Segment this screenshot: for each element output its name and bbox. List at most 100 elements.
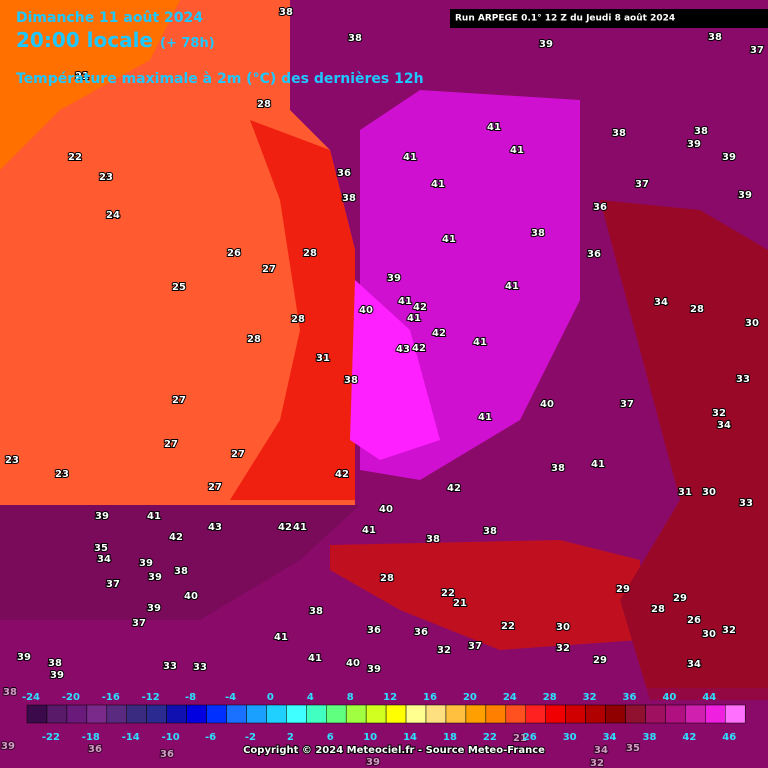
temperature-label: 36 [367,625,381,636]
legend-top-label: 4 [307,692,314,703]
temperature-label: 42 [335,469,349,480]
temperature-label: 39 [95,511,109,522]
temperature-label: 30 [702,487,716,498]
temperature-label: 23 [55,469,69,480]
temperature-label: 28 [303,248,317,259]
temperature-label: 41 [403,152,417,163]
legend-top-label: 8 [347,692,354,703]
temperature-label: 38 [483,526,497,537]
legend-top-label: 40 [662,692,676,703]
run: Run ARPEGE 0.1° 12 Z du Jeudi 8 août 202… [455,14,675,24]
temperature-label: 33 [193,662,207,673]
temperature-label: 35 [94,543,108,554]
legend-bottom-label: 38 [642,732,656,743]
legend-top-label: 28 [543,692,557,703]
temperature-label: 36 [337,168,351,179]
legend-top-label: 24 [503,692,517,703]
temperature-label: 31 [316,353,330,364]
temperature-label: 30 [556,622,570,633]
temperature-label: 34 [97,554,111,565]
temperature-label: 25 [172,282,186,293]
legend-swatch [625,704,646,724]
temperature-label: 32 [590,758,604,768]
temperature-label: 38 [344,375,358,386]
temperature-label: 32 [722,625,736,636]
legend-swatch [326,704,347,724]
temperature-label: 42 [412,343,426,354]
legend-top-label: 36 [623,692,637,703]
legend-top-label: -8 [185,692,196,703]
legend-swatch [445,704,467,724]
temperature-label: 27 [262,264,276,275]
temperature-label: 42 [169,532,183,543]
legend-bottom-label: 2 [287,732,294,743]
temperature-label: 42 [447,483,461,494]
temperature-label: 39 [147,603,161,614]
temperature-label: 38 [3,687,17,698]
legend-swatch [385,704,407,724]
temperature-label: 29 [616,584,630,595]
temperature-label: 41 [431,179,445,190]
temperature-label: 41 [478,412,492,423]
east-region [600,200,768,700]
temperature-label: 43 [208,522,222,533]
temperature-label: 36 [593,202,607,213]
temperature-label: 38 [551,463,565,474]
legend-swatch [266,704,287,724]
temperature-label: 28 [380,573,394,584]
temperature-label: 23 [5,455,19,466]
legend-swatch [306,704,327,724]
legend-swatch [246,704,267,724]
legend-swatch [166,704,187,724]
temperature-label: 32 [437,645,451,656]
legend-bottom-label: 46 [722,732,736,743]
temperature-label: 38 [531,228,545,239]
temperature-label: 39 [738,190,752,201]
temperature-label: 34 [687,659,701,670]
temperature-label: 28 [257,99,271,110]
legend-top-label: 20 [463,692,477,703]
temperature-label: 38 [348,33,362,44]
legend-swatch [345,704,367,724]
temperature-label: 33 [736,374,750,385]
temperature-label: 21 [453,598,467,609]
temperature-label: 38 [309,606,323,617]
legend-top-label: 16 [423,692,437,703]
red-region [230,120,355,500]
legend-swatch [106,704,128,724]
temperature-label: 26 [687,615,701,626]
temperature-label: 27 [231,449,245,460]
temperature-label: 30 [745,318,759,329]
temperature-label: 40 [359,305,373,316]
temperature-label: 36 [160,749,174,760]
legend-swatch [645,704,666,724]
legend-bottom-label: 26 [523,732,537,743]
orange-region [0,0,180,170]
legend-swatch [66,704,88,724]
temperature-label: 37 [468,641,482,652]
temperature-label: 40 [346,658,360,669]
temperature-label: 22 [441,588,455,599]
legend-swatch [525,704,546,724]
legend-top-label: -24 [22,692,40,703]
temperature-label: 38 [426,534,440,545]
temperature-label: 21 [513,733,527,744]
legend-swatch [425,704,447,724]
legend-swatch [146,704,167,724]
legend-swatch [86,704,108,724]
temperature-label: 38 [694,126,708,137]
temperature-label: 32 [556,643,570,654]
legend-bottom-label: 6 [327,732,334,743]
temperature-label: 33 [163,661,177,672]
temperature-label: 39 [367,664,381,675]
legend-swatch [605,704,626,724]
parameter: Température maximale à 2m (°C) des derni… [16,71,424,87]
temperature-label: 39 [387,273,401,284]
temperature-label: 38 [708,32,722,43]
temperature-label: 39 [17,652,31,663]
copyright: Copyright © 2024 Meteociel.fr - Source M… [243,745,545,756]
temperature-label: 41 [147,511,161,522]
legend-top-label: -16 [102,692,120,703]
legend-swatch [725,704,746,724]
